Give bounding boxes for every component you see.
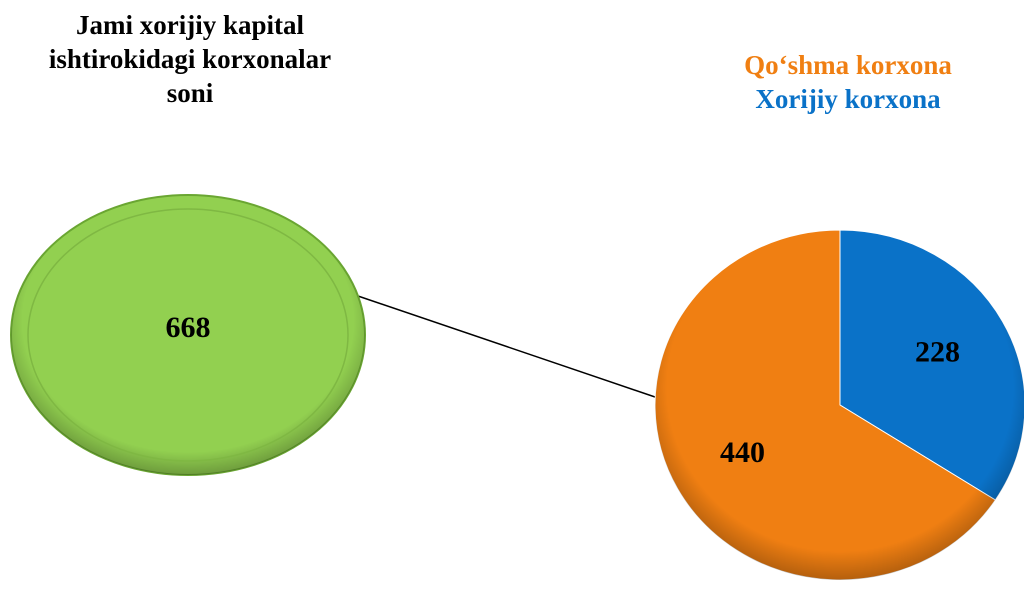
legend-entry: Qo‘shma korxona	[744, 50, 952, 80]
total-shade	[11, 195, 365, 475]
pie-shade	[655, 230, 1024, 580]
legend-entry: Xorijiy korxona	[755, 84, 941, 114]
total-rim	[27, 208, 349, 462]
connector-line	[354, 294, 659, 399]
data-label: 668	[166, 311, 211, 344]
chart-title: Jami xorijiy kapital ishtirokidagi korxo…	[48, 10, 332, 108]
